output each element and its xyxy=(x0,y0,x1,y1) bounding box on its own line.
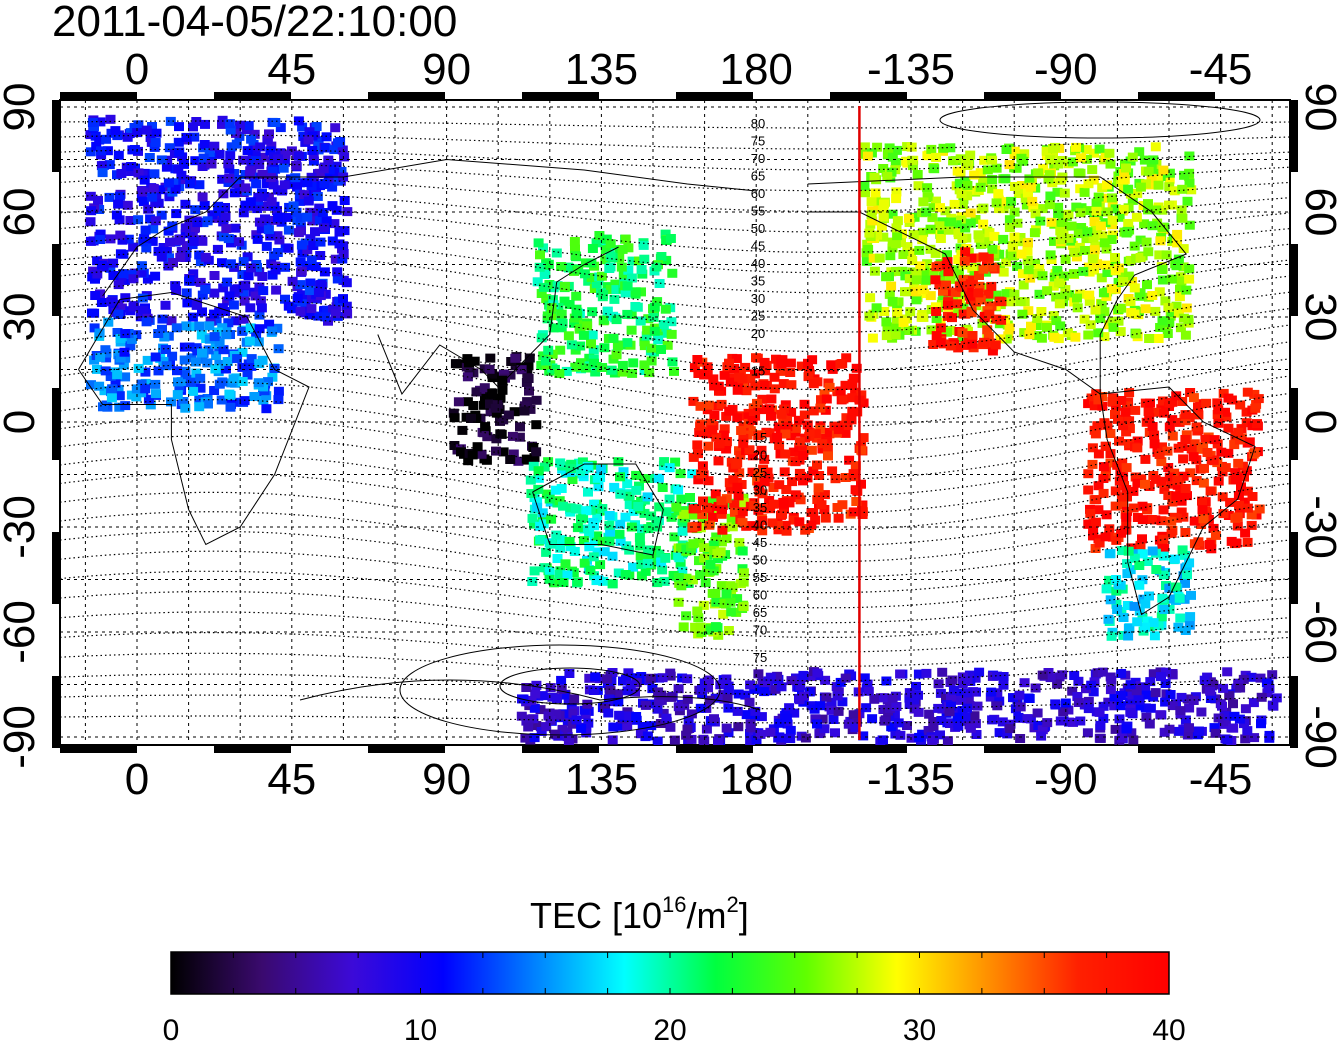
y-tick-label-left: 30 xyxy=(0,293,44,342)
colorbar-tick-label: 20 xyxy=(653,1014,686,1042)
x-tick-label-bottom: -135 xyxy=(867,755,955,804)
coastlines xyxy=(78,158,1256,711)
y-tick-label-right: 30 xyxy=(1296,293,1340,342)
mlat-label-north: 20 xyxy=(751,326,765,341)
mlat-label-north: 70 xyxy=(751,151,765,166)
x-tick-label-top: 90 xyxy=(422,45,471,94)
map-title: 2011-04-05/22:10:00 xyxy=(52,0,457,46)
colorbar-tick-label: 40 xyxy=(1152,1014,1185,1042)
y-tick-label-left: -30 xyxy=(0,495,44,559)
colorbar-tick-label: 30 xyxy=(903,1014,936,1042)
mlat-label-south: 55 xyxy=(753,570,767,585)
x-tick-label-top: 135 xyxy=(565,45,638,94)
frame-tick-bars xyxy=(52,92,1298,753)
mlat-label-north: 45 xyxy=(751,239,765,254)
x-tick-label-bottom: 135 xyxy=(565,755,638,804)
magnetic-latitude-contours xyxy=(60,101,1290,736)
mlat-label-south: 40 xyxy=(753,518,767,533)
x-tick-label-bottom: -45 xyxy=(1189,755,1253,804)
y-tick-label-left: -60 xyxy=(0,600,44,664)
y-tick-label-right: 0 xyxy=(1296,410,1340,434)
mlat-label-south: 50 xyxy=(753,553,767,568)
mlat-label-north: 60 xyxy=(751,186,765,201)
mlat-label-north: 55 xyxy=(751,204,765,219)
y-tick-label-left: 0 xyxy=(0,410,44,434)
mlat-label-north: 75 xyxy=(751,134,765,149)
axis-labels: 0045459090135135180180-135-135-90-90-45-… xyxy=(0,45,1340,804)
y-tick-label-right: 90 xyxy=(1296,83,1340,132)
mlat-label-south: 45 xyxy=(753,535,767,550)
x-tick-label-bottom: 0 xyxy=(125,755,149,804)
mlat-label-south: 15 xyxy=(753,430,767,445)
magnetic-latitude-labels: 80 75 70 65 60 55 50 45 40 35 30 25 20 15 15 20 25 30 35 40… xyxy=(751,116,767,665)
mlat-label-north: 80 xyxy=(751,116,765,131)
x-tick-label-bottom: 180 xyxy=(719,755,792,804)
mlat-label-north: 50 xyxy=(751,221,765,236)
x-tick-label-top: -135 xyxy=(867,45,955,94)
mlat-label-south: 70 xyxy=(753,623,767,638)
colorbar-title: TEC [1016/m2] xyxy=(530,892,749,936)
y-tick-label-right: -30 xyxy=(1296,495,1340,559)
colorbar xyxy=(170,951,1170,995)
x-tick-label-top: 0 xyxy=(125,45,149,94)
y-tick-label-right: 60 xyxy=(1296,188,1340,237)
y-tick-label-right: -60 xyxy=(1296,600,1340,664)
x-tick-label-top: -90 xyxy=(1034,45,1098,94)
y-tick-label-left: 90 xyxy=(0,83,44,132)
mlat-label-south: 35 xyxy=(753,500,767,515)
mlat-label-north: 25 xyxy=(751,309,765,324)
colorbar-tick-label: 0 xyxy=(163,1014,180,1042)
y-tick-label-right: -90 xyxy=(1296,705,1340,769)
x-tick-label-bottom: 90 xyxy=(422,755,471,804)
mlat-label-north: 15 xyxy=(751,364,765,379)
mlat-label-south: 65 xyxy=(753,605,767,620)
mlat-label-south: 25 xyxy=(753,465,767,480)
mlat-label-north: 65 xyxy=(751,169,765,184)
x-tick-label-bottom: -90 xyxy=(1034,755,1098,804)
colorbar-tick-label: 10 xyxy=(404,1014,437,1042)
mlat-label-south: 75 xyxy=(753,650,767,665)
y-tick-label-left: 60 xyxy=(0,188,44,237)
mlat-label-south: 20 xyxy=(753,448,767,463)
mlat-label-north: 40 xyxy=(751,256,765,271)
mlat-label-north: 30 xyxy=(751,291,765,306)
mlat-label-north: 35 xyxy=(751,274,765,289)
x-tick-label-top: 180 xyxy=(719,45,792,94)
x-tick-label-top: 45 xyxy=(267,45,316,94)
mlat-label-south: 30 xyxy=(753,483,767,498)
mlat-label-south: 60 xyxy=(753,588,767,603)
x-tick-label-bottom: 45 xyxy=(267,755,316,804)
y-tick-label-left: -90 xyxy=(0,705,44,769)
x-tick-label-top: -45 xyxy=(1189,45,1253,94)
colorbar-ticks: 0 10 20 30 40 xyxy=(163,952,1186,1042)
